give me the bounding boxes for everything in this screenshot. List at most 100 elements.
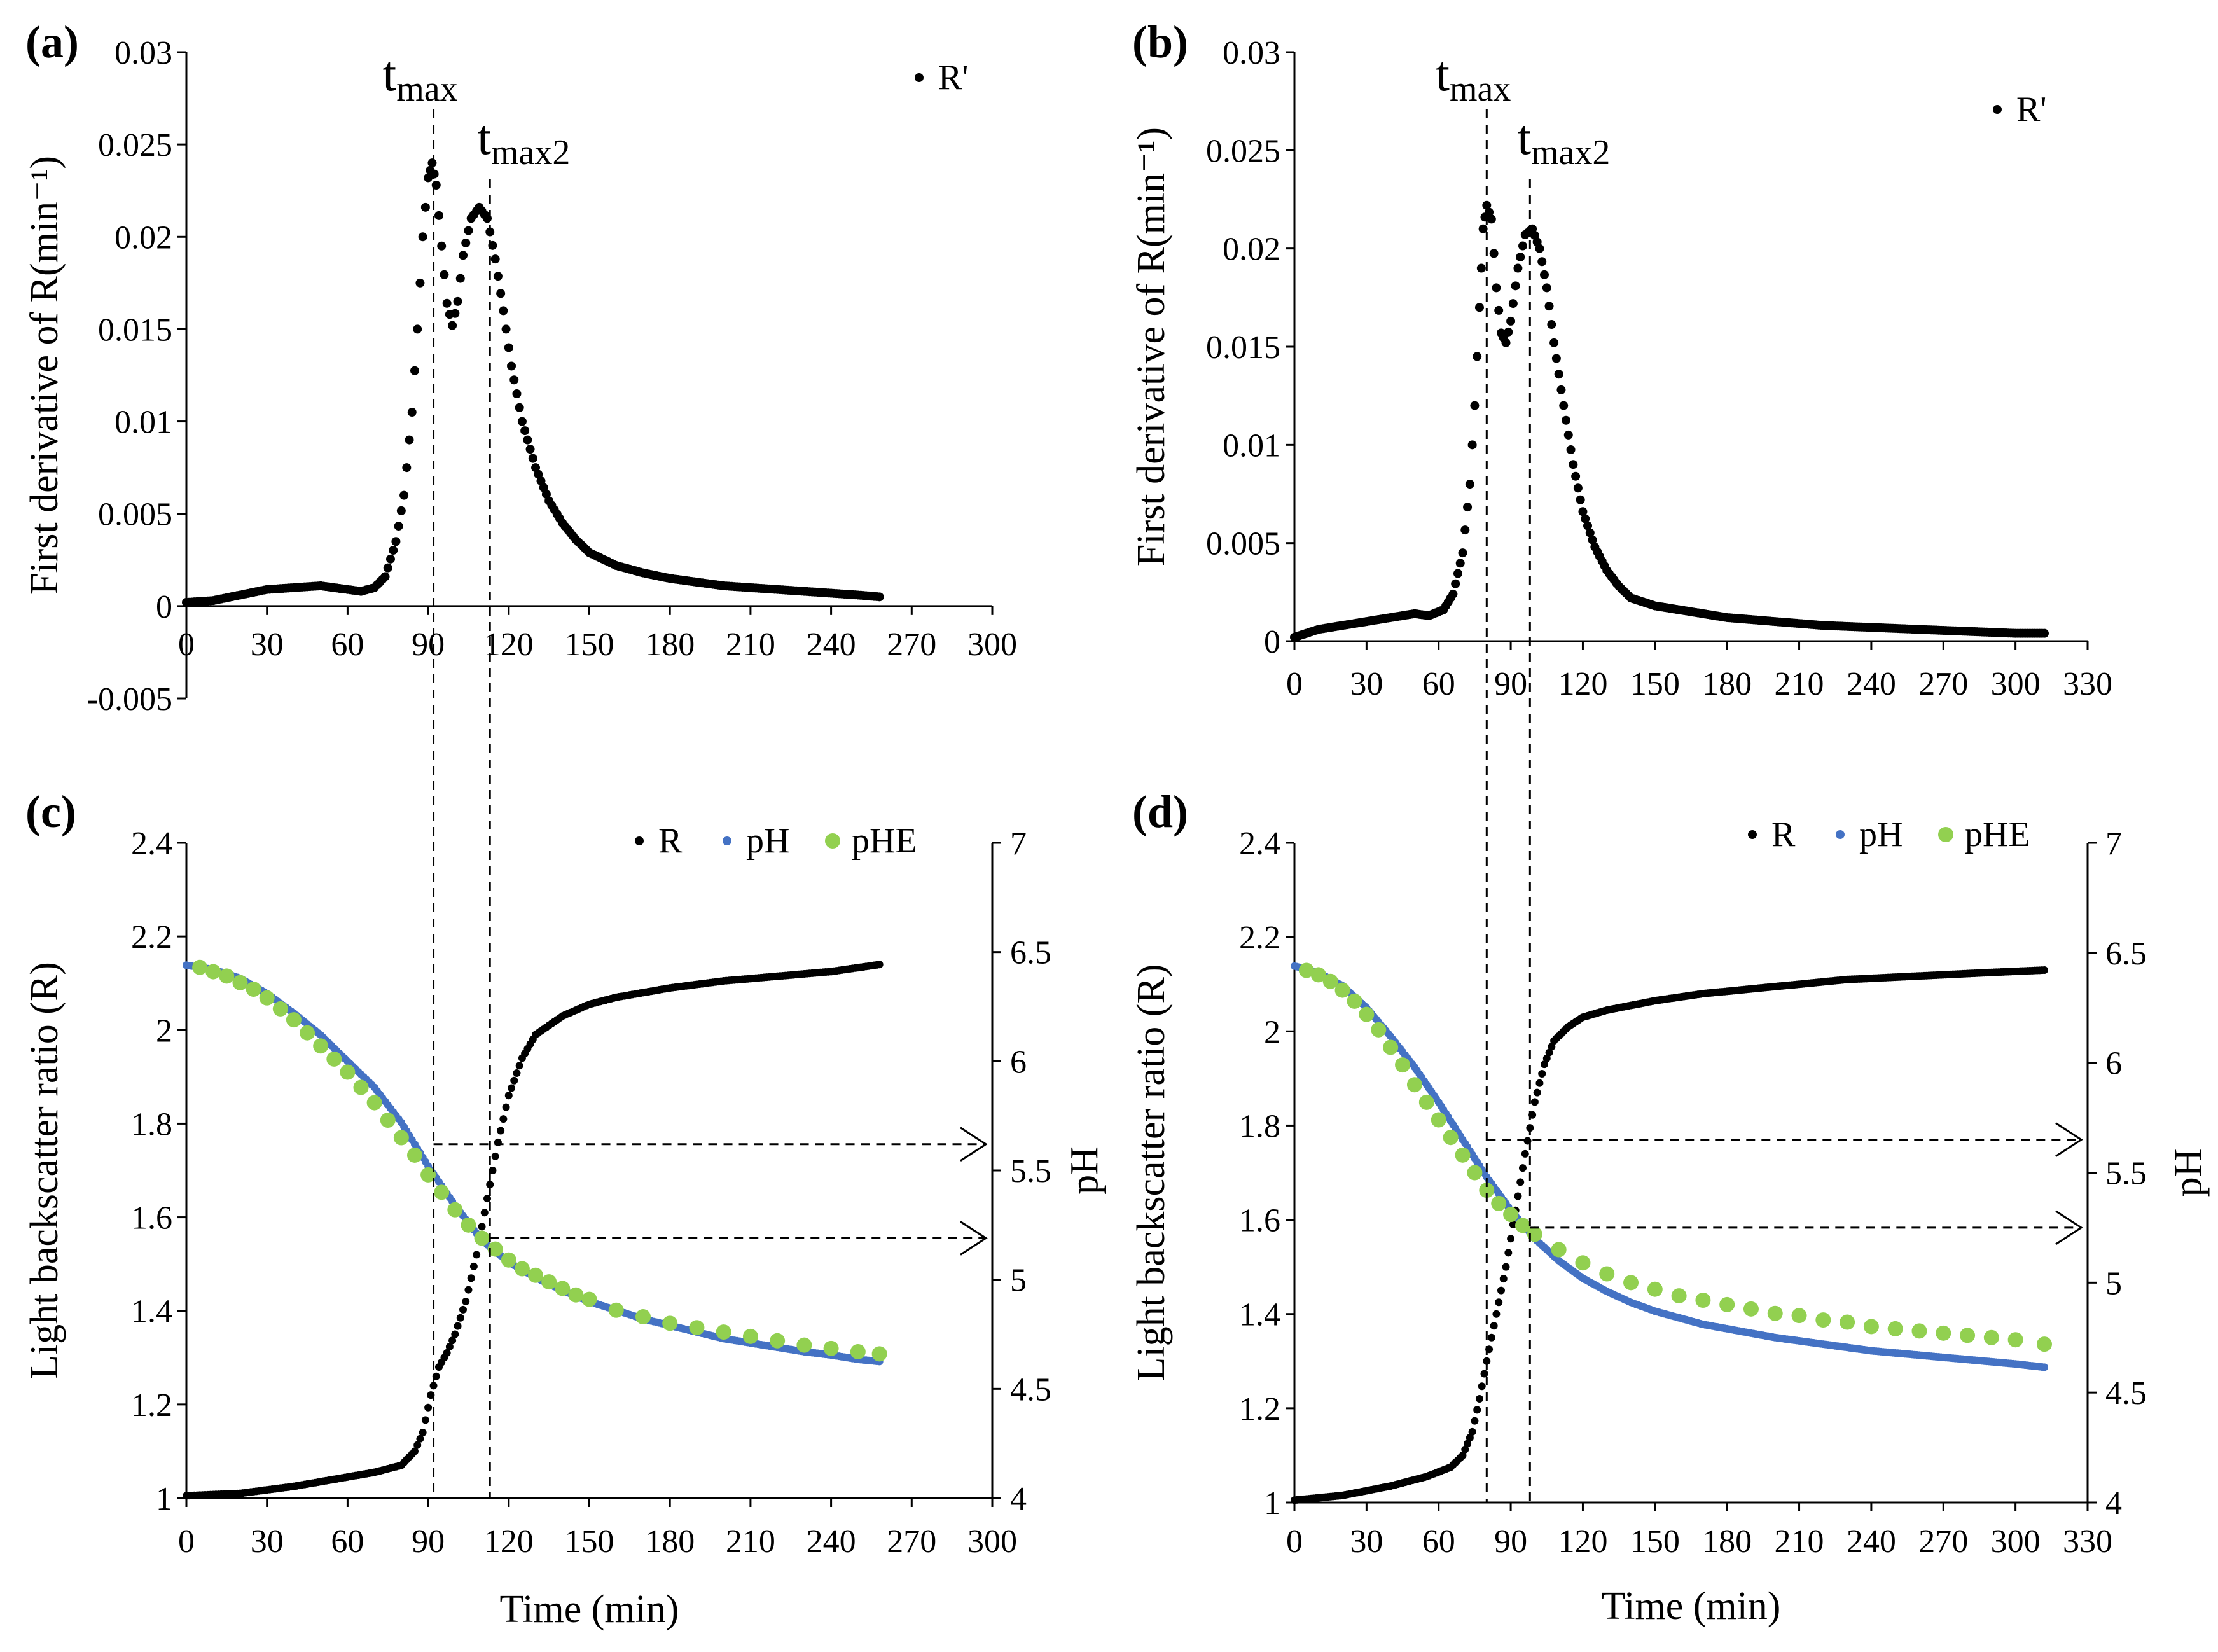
- legend-label: pHE: [852, 821, 917, 861]
- annotation-tmax: tmax: [383, 46, 458, 109]
- data-point-R: [416, 1434, 424, 1443]
- data-point-R: [1507, 1235, 1515, 1243]
- legend-item: pHE: [825, 821, 917, 861]
- panel-c: 1 1.2 1.4 1.6 1.8 2 2.2 2.4 0 30 60 90 120 150 180 210 2…: [23, 786, 1106, 1631]
- data-point-Rprime: [1551, 354, 1561, 363]
- data-point-R: [1514, 1192, 1522, 1200]
- data-point-pHE: [313, 1038, 329, 1054]
- data-point-Rprime: [442, 298, 452, 308]
- data-point-pHE: [340, 1064, 356, 1080]
- y2-tick-label: 6: [1010, 1044, 1027, 1080]
- data-point-R: [456, 1314, 464, 1322]
- data-point-pHE: [1911, 1323, 1927, 1339]
- data-point-R: [462, 1298, 470, 1305]
- data-point-R: [1459, 1451, 1467, 1459]
- y-tick-label: 0.01: [114, 405, 172, 441]
- data-point-Rprime: [1489, 249, 1499, 258]
- data-point-pHE: [1647, 1281, 1663, 1297]
- series-pHE: [192, 959, 887, 1362]
- data-point-pHE: [1371, 1022, 1387, 1038]
- y-tick-label: 1.6: [131, 1200, 172, 1237]
- data-point-R: [1495, 1298, 1503, 1307]
- data-point-R: [478, 1223, 486, 1231]
- data-point-pHE: [541, 1274, 557, 1290]
- data-point-R: [467, 1274, 475, 1282]
- x-tick-label: 300: [1991, 1524, 2041, 1560]
- data-point-pHE: [1322, 973, 1338, 989]
- legend-marker: [915, 73, 924, 82]
- data-point-Rprime: [1571, 471, 1581, 481]
- data-point-Rprime: [1485, 207, 1494, 217]
- x-tick-label: 270: [1918, 1524, 1968, 1560]
- x-tick-label: 120: [1558, 666, 1607, 702]
- data-point-pHE: [1383, 1039, 1399, 1055]
- x-tick-label: 120: [1558, 1524, 1607, 1560]
- data-point-Rprime: [507, 361, 516, 371]
- data-point-Rprime: [520, 426, 530, 436]
- data-point-pHE: [1840, 1314, 1855, 1330]
- y-tick-label: 1.8: [1239, 1108, 1280, 1144]
- data-point-Rprime: [1566, 445, 1576, 455]
- x-tick-label: 240: [807, 1524, 856, 1560]
- x-tick-label: 30: [251, 1524, 284, 1560]
- data-point-Rprime: [1562, 415, 1571, 425]
- data-point-R: [515, 1062, 523, 1070]
- data-point-R: [1540, 1060, 1548, 1069]
- y2-tick-label: 7: [1010, 826, 1027, 862]
- data-point-Rprime: [493, 272, 503, 281]
- legend-item: R: [635, 821, 683, 861]
- y2-tick-label: 6.5: [2105, 936, 2147, 972]
- data-point-pHE: [1347, 993, 1362, 1009]
- series-R': [1290, 200, 2049, 642]
- data-point-pHE: [246, 982, 261, 997]
- data-point-pHE: [635, 1309, 651, 1325]
- y-tick-label: 0.025: [1206, 133, 1280, 169]
- x-tick-label: 270: [887, 1524, 936, 1560]
- data-point-Rprime: [1556, 385, 1566, 394]
- data-point-pHE: [1406, 1077, 1422, 1093]
- data-point-R: [1530, 1098, 1539, 1106]
- data-point-pHE: [300, 1025, 315, 1041]
- data-point-R: [1535, 1079, 1544, 1087]
- data-point-R: [1464, 1440, 1472, 1448]
- data-point-pHE: [689, 1320, 705, 1336]
- data-point-R: [448, 1336, 457, 1345]
- legend-label: pH: [1859, 815, 1903, 854]
- x-tick-label: 210: [1775, 1524, 1824, 1560]
- data-point-Rprime: [450, 309, 460, 318]
- data-point-pHE: [1887, 1321, 1903, 1336]
- y-tick-label: 1: [1264, 1485, 1280, 1522]
- data-point-R: [421, 1416, 429, 1424]
- data-point-Rprime: [394, 522, 403, 531]
- x-tick-label: 60: [331, 1524, 364, 1560]
- y-tick-label: 0: [156, 589, 172, 625]
- legend-label: pHE: [1965, 815, 2030, 854]
- data-point-R: [1538, 1069, 1546, 1078]
- data-point-Rprime: [515, 403, 524, 412]
- data-point-Rprime: [528, 454, 537, 463]
- data-point-Rprime: [1511, 281, 1520, 291]
- data-point-R: [1509, 1220, 1517, 1228]
- data-point-Rprime: [1547, 320, 1556, 330]
- y-tick-label: 1.4: [131, 1294, 172, 1330]
- data-point-pHE: [1443, 1130, 1459, 1146]
- data-point-Rprime: [499, 306, 508, 316]
- data-point-Rprime: [496, 289, 506, 298]
- data-point-Rprime: [1463, 503, 1473, 512]
- legend-item: pH: [723, 821, 789, 861]
- data-point-pHE: [1599, 1266, 1615, 1282]
- y-tick-label: 0.005: [1206, 526, 1280, 562]
- data-point-Rprime: [1494, 305, 1504, 315]
- data-point-Rprime: [413, 324, 422, 334]
- x-tick-label: 0: [178, 1524, 195, 1560]
- y2-axis-title: pH: [1063, 1146, 1106, 1195]
- y-axis-title: First derivative of R(min⁻¹): [1130, 127, 1173, 566]
- data-point-R: [1468, 1427, 1476, 1436]
- data-point-pHE: [487, 1241, 503, 1257]
- data-point-R: [1499, 1275, 1508, 1283]
- data-point-Rprime: [1539, 270, 1549, 279]
- x-tick-label: 240: [1847, 666, 1896, 702]
- data-point-pHE: [1695, 1292, 1711, 1308]
- data-point-Rprime: [1492, 283, 1501, 293]
